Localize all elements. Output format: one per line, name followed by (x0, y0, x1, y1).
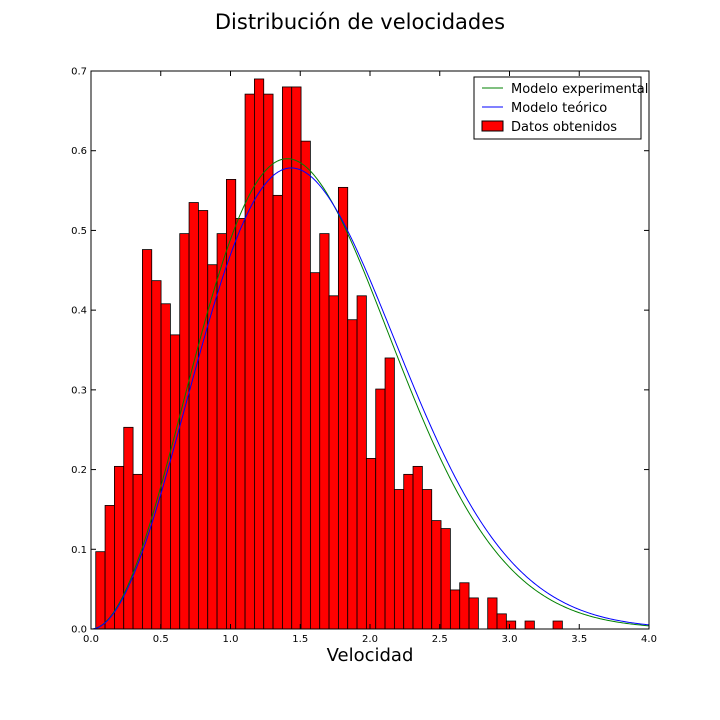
histogram-bar (384, 357, 395, 630)
curve-modelo-experimental (90, 158, 650, 630)
curve-modelo-teorico (90, 167, 650, 630)
histogram-bar (263, 93, 274, 630)
x-axis-ticks: 0.0 0.5 1.0 1.5 2.0 2.5 3.0 3.5 4.0 (83, 71, 657, 645)
model-curves (90, 158, 650, 630)
histogram-bar (431, 520, 442, 630)
histogram-bar (272, 194, 283, 630)
histogram-bar (393, 489, 405, 630)
legend-swatch-datos (481, 120, 504, 132)
y-tick-label: 0.1 (71, 545, 87, 556)
y-tick-label: 0.2 (71, 465, 87, 476)
histogram-bar (459, 582, 470, 630)
histogram-bar (440, 528, 451, 630)
histogram-bar (328, 295, 339, 630)
histogram-bar (319, 233, 330, 630)
histogram-bar (253, 78, 265, 630)
histogram-bar (179, 233, 190, 630)
y-tick-label: 0.7 (71, 67, 87, 78)
histogram-bar (337, 186, 349, 630)
histogram-bar (95, 551, 106, 630)
histogram-bar (347, 319, 358, 630)
histogram-bar (552, 620, 563, 630)
legend: Modelo experimental Modelo teórico Datos… (473, 76, 648, 140)
y-tick-label: 0.0 (71, 625, 87, 636)
x-tick-label: 3.0 (502, 634, 518, 645)
legend-label-datos: Datos obtenidos (511, 120, 617, 135)
x-tick-label: 2.0 (362, 634, 378, 645)
x-tick-label: 4.0 (641, 634, 657, 645)
histogram-bar (235, 218, 246, 630)
histogram-bar (123, 426, 134, 630)
legend-label-experimental: Modelo experimental (511, 82, 648, 97)
y-tick-label: 0.4 (71, 306, 87, 317)
x-tick-label: 0.0 (83, 634, 99, 645)
x-tick-label: 1.5 (292, 634, 308, 645)
histogram-bar (151, 280, 162, 630)
histogram-bar (309, 272, 321, 630)
histogram-bar (449, 589, 461, 630)
histogram-bar (524, 620, 535, 630)
histogram-bar (244, 93, 255, 630)
histogram-bar (375, 388, 386, 630)
histogram-bar (496, 613, 507, 630)
histogram-bar (468, 597, 479, 630)
x-tick-label: 2.5 (432, 634, 448, 645)
histogram-bar (188, 202, 199, 630)
histogram-bar (412, 465, 423, 630)
histogram-bar (170, 334, 181, 630)
x-tick-label: 0.5 (153, 634, 169, 645)
histogram-bar (505, 620, 517, 630)
histogram-bar (403, 473, 414, 630)
histogram-bar (300, 140, 311, 630)
x-tick-label: 1.0 (223, 634, 239, 645)
y-tick-label: 0.6 (71, 146, 87, 157)
legend-label-teorico: Modelo teórico (511, 101, 607, 116)
histogram-bar (104, 505, 115, 630)
y-tick-label: 0.3 (71, 385, 87, 396)
histogram-bar (421, 489, 433, 630)
histogram-bar (142, 249, 153, 630)
histogram-bar (356, 295, 367, 630)
y-tick-label: 0.5 (71, 226, 87, 237)
histogram-bar (487, 597, 498, 630)
x-axis-label: Velocidad (326, 645, 414, 666)
histogram-bar (198, 210, 209, 630)
y-axis-ticks: 0.0 0.1 0.2 0.3 0.4 0.5 0.6 0.7 (71, 67, 649, 636)
x-tick-label: 3.5 (571, 634, 587, 645)
histogram-bar (365, 458, 377, 630)
chart-title: Distribución de velocidades (214, 10, 506, 34)
histogram-bar (216, 233, 227, 630)
